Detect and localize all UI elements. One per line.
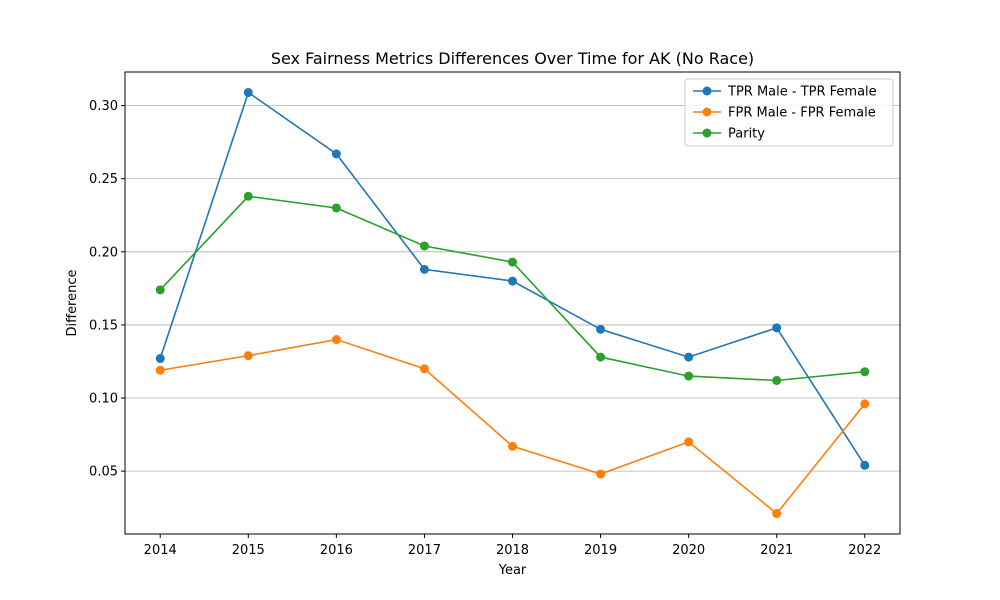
x-tick-label: 2018 <box>496 543 529 558</box>
y-axis: 0.05 0.10 0.15 0.20 0.25 0.30 <box>89 99 125 480</box>
data-point <box>772 509 782 519</box>
data-point <box>860 399 870 409</box>
x-tick-label: 2021 <box>760 543 793 558</box>
chart-title: Sex Fairness Metrics Differences Over Ti… <box>271 49 754 68</box>
legend-item: FPR Male - FPR Female <box>693 106 876 121</box>
data-point <box>772 375 782 385</box>
y-tick-label: 0.30 <box>89 99 118 114</box>
series-1 <box>155 87 870 470</box>
y-tick-label: 0.20 <box>89 245 118 260</box>
legend-label: FPR Male - FPR Female <box>728 106 876 121</box>
x-tick-label: 2020 <box>672 543 705 558</box>
y-tick-label: 0.05 <box>89 465 118 480</box>
data-point <box>331 335 341 345</box>
x-axis: 2014 2015 2016 2017 2018 2019 2020 2021 2022 <box>144 534 881 558</box>
x-axis-label: Year <box>498 563 527 578</box>
legend: TPR Male - TPR Female FPR Male - FPR Fema… <box>684 78 894 147</box>
legend-box <box>684 78 894 147</box>
x-tick-label: 2014 <box>144 543 177 558</box>
x-tick-label: 2015 <box>232 543 265 558</box>
legend-marker <box>702 86 712 96</box>
data-point <box>508 257 517 267</box>
data-point <box>596 352 606 362</box>
data-point <box>684 352 694 362</box>
data-point <box>155 285 165 295</box>
x-tick-label: 2016 <box>320 543 353 558</box>
legend-marker <box>702 128 712 138</box>
x-tick-label: 2019 <box>584 543 617 558</box>
y-tick-label: 0.25 <box>89 172 118 187</box>
legend-label: Parity <box>728 127 765 142</box>
legend-label: TPR Male - TPR Female <box>727 85 877 100</box>
data-point <box>419 264 429 274</box>
data-point <box>243 351 253 361</box>
series-3 <box>155 191 870 385</box>
data-point <box>419 241 429 251</box>
data-point <box>331 149 341 159</box>
data-point <box>860 367 870 377</box>
data-point <box>243 87 253 97</box>
data-point <box>684 437 694 447</box>
y-axis-label: Difference <box>65 269 80 336</box>
data-point <box>684 371 694 381</box>
y-tick-label: 0.15 <box>89 318 118 333</box>
data-point <box>155 354 165 364</box>
x-tick-label: 2017 <box>408 543 441 558</box>
y-tick-label: 0.10 <box>89 392 118 407</box>
data-point <box>772 323 782 333</box>
data-point <box>419 364 429 374</box>
data-point <box>155 365 165 375</box>
data-point <box>243 191 253 201</box>
series-layer <box>155 87 870 519</box>
legend-marker <box>702 107 712 117</box>
series-2 <box>155 335 870 519</box>
data-point <box>508 441 517 451</box>
legend-item: Parity <box>693 127 765 142</box>
data-point <box>508 276 517 286</box>
x-tick-label: 2022 <box>848 543 881 558</box>
data-point <box>596 469 606 479</box>
legend-item: TPR Male - TPR Female <box>693 85 877 100</box>
data-point <box>860 460 870 470</box>
data-point <box>331 203 341 213</box>
data-point <box>596 324 606 334</box>
